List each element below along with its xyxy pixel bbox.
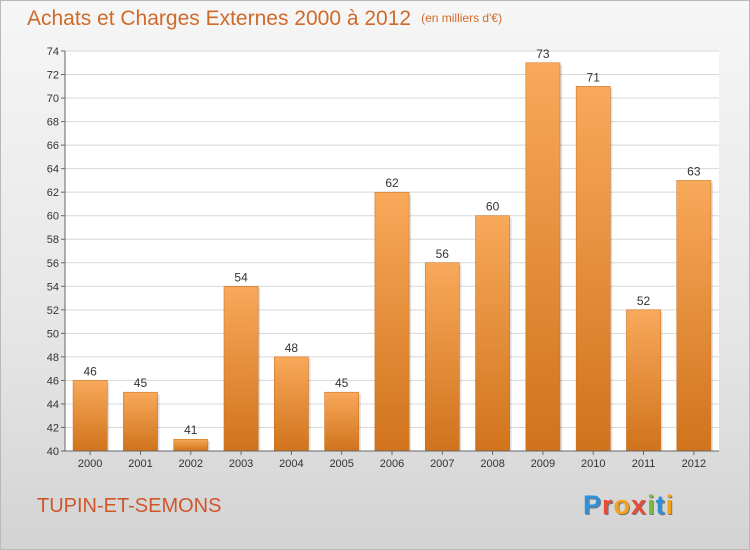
- y-tick-label: 72: [47, 70, 59, 82]
- bar-value-label: 52: [637, 294, 651, 308]
- x-tick-label: 2011: [632, 458, 656, 470]
- bar-value-label: 60: [486, 200, 500, 214]
- x-tick-label: 2008: [480, 458, 504, 470]
- x-tick-label: 2010: [581, 458, 605, 470]
- x-tick-label: 2001: [128, 458, 152, 470]
- x-tick-label: 2003: [229, 458, 253, 470]
- y-tick-label: 68: [47, 117, 59, 129]
- x-tick-label: 2005: [329, 458, 353, 470]
- bar-2002: [173, 438, 209, 452]
- x-tick-label: 2000: [78, 458, 102, 470]
- y-tick-label: 52: [47, 305, 59, 317]
- y-tick-label: 44: [47, 399, 59, 411]
- bars: 46 45 41 54 48 45 62 56 60 73 71 52 63: [72, 47, 713, 452]
- y-tick-label: 74: [47, 46, 59, 58]
- bar-2003: [223, 286, 259, 452]
- bar-value-label: 45: [335, 376, 349, 390]
- bar-value-label: 73: [536, 47, 550, 61]
- y-tick-label: 60: [47, 211, 59, 223]
- place-name: TUPIN-ET-SEMONS: [37, 495, 222, 517]
- bar-value-label: 46: [83, 364, 97, 378]
- bar-value-label: 71: [587, 70, 601, 84]
- bar-2006: [374, 191, 410, 452]
- logo-letter: r: [602, 490, 614, 520]
- y-tick-label: 70: [47, 93, 59, 105]
- chart-subtitle: (en milliers d'€): [421, 11, 503, 25]
- bar-2011: [626, 309, 661, 452]
- bar-value-label: 41: [184, 423, 198, 437]
- bar-2012: [676, 180, 712, 452]
- logo-letter: x: [631, 490, 648, 520]
- bar-2005: [324, 391, 360, 452]
- x-tick-label: 2002: [179, 458, 203, 470]
- bar-2010: [575, 86, 611, 452]
- logo-letter: P: [583, 490, 603, 520]
- chart-title: Achats et Charges Externes 2000 à 2012 (e…: [27, 7, 502, 31]
- chart-title-text: Achats et Charges Externes 2000 à 2012: [27, 7, 412, 30]
- x-tick-label: 2007: [430, 458, 454, 470]
- bar-value-label: 56: [436, 247, 450, 261]
- y-tick-label: 64: [47, 164, 59, 176]
- y-tick-label: 54: [47, 281, 59, 293]
- y-tick-label: 48: [47, 352, 59, 364]
- y-tick-label: 40: [47, 446, 59, 458]
- axes: 40 42 44 46 48 50 52 54 56 58 60 62 64 66 68 70 72 74 2000…: [47, 46, 719, 470]
- bar-value-label: 45: [134, 376, 148, 390]
- logo-letter: i: [647, 490, 656, 520]
- x-tick-label: 2009: [531, 458, 555, 470]
- y-tick-label: 42: [47, 422, 59, 434]
- logo-letter: o: [613, 490, 632, 520]
- bar-2008: [475, 215, 510, 452]
- proxiti-logo: Proxiti: [583, 490, 674, 521]
- y-tick-label: 58: [47, 234, 59, 246]
- bar-value-label: 63: [687, 164, 701, 178]
- logo-letter: t: [655, 490, 666, 520]
- y-tick-label: 56: [47, 258, 59, 270]
- bar-value-label: 54: [234, 270, 248, 284]
- y-tick-label: 46: [47, 375, 59, 387]
- y-tick-label: 50: [47, 328, 59, 340]
- x-tick-label: 2012: [682, 458, 706, 470]
- bar-value-label: 48: [285, 341, 299, 355]
- bar-2000: [72, 380, 108, 452]
- y-tick-label: 66: [47, 140, 59, 152]
- y-tick-label: 62: [47, 187, 59, 199]
- logo-letter: i: [665, 490, 675, 520]
- bar-2004: [274, 356, 309, 452]
- x-tick-label: 2004: [279, 458, 303, 470]
- x-tick-label: 2006: [380, 458, 404, 470]
- bar-2009: [525, 62, 561, 452]
- bar-value-label: 62: [385, 176, 399, 190]
- bar-2001: [123, 391, 158, 452]
- bar-2007: [424, 262, 460, 452]
